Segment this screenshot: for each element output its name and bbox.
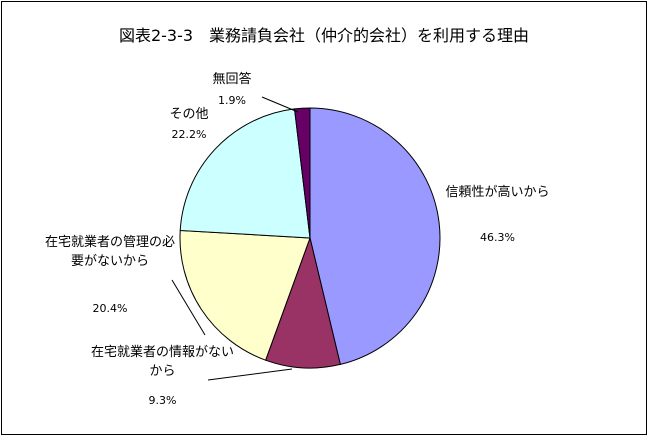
leader-line	[261, 96, 299, 113]
value-label: 1.9%	[218, 94, 246, 107]
pie-slice	[309, 107, 441, 366]
value-label: 20.4%	[92, 302, 128, 315]
category-label: 信頼性が高いから	[445, 185, 550, 200]
leader-lines	[171, 96, 299, 381]
value-label: 22.2%	[171, 128, 207, 141]
pie-slice	[179, 108, 311, 239]
category-label: その他	[169, 107, 209, 122]
category-label: 無回答	[212, 72, 252, 87]
value-label: 46.3%	[480, 231, 515, 244]
category-label: 在宅就業者の管理の必要がないから	[45, 235, 176, 269]
value-label: 9.3%	[148, 394, 177, 407]
leader-line	[171, 279, 206, 336]
pie-slice	[293, 107, 311, 239]
category-label: 在宅就業者の情報がないから	[90, 345, 234, 379]
chart-title: 図表2-3-3 業務請負会社（仲介的会社）を利用する理由	[118, 26, 530, 45]
pie-slice	[179, 229, 311, 361]
leader-line	[207, 368, 293, 381]
